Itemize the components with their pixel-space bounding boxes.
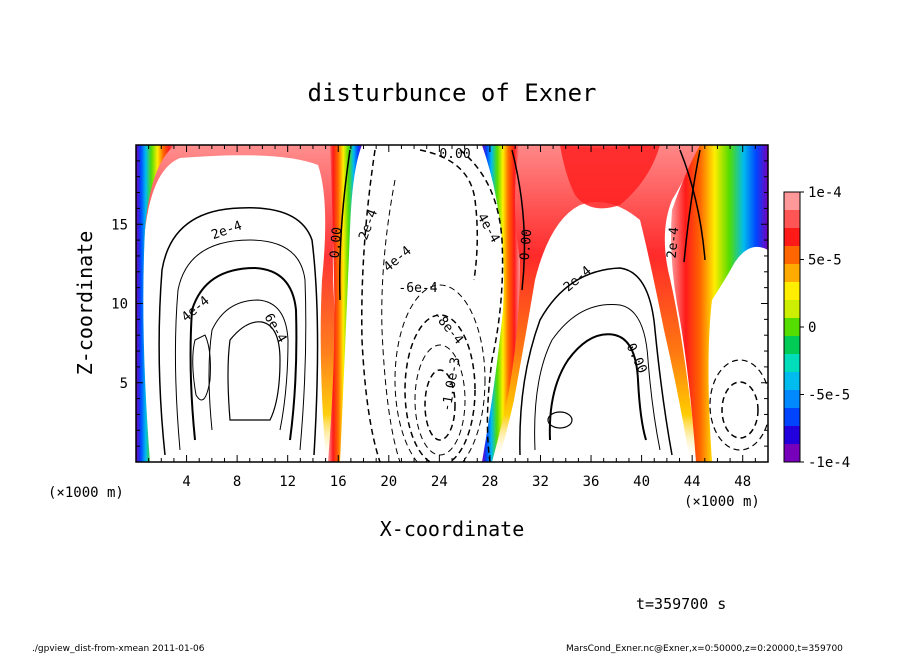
x-tick-label: 4 (182, 474, 190, 490)
colorbar-label: 1e-4 (808, 185, 842, 201)
contour-label: 2e-4 (665, 226, 683, 259)
time-annotation: t=359700 s (636, 595, 726, 613)
colorbar-swatch (784, 192, 800, 211)
x-tick-label: 32 (532, 474, 549, 490)
colorbar-swatch (784, 372, 800, 391)
colorbar: 1e-4 5e-5 0 -5e-5 -1e-4 (783, 185, 850, 471)
colorbar-swatch (784, 408, 800, 427)
x-tick-label: 28 (481, 474, 498, 490)
shade-peak (560, 145, 660, 209)
colorbar-label: 5e-5 (808, 253, 842, 269)
colorbar-swatch (784, 282, 800, 301)
footer-right: MarsCond_Exner.nc@Exner,x=0:50000,z=0:20… (566, 644, 843, 654)
colorbar-label: -1e-4 (808, 455, 850, 471)
contours-negative-center (361, 149, 504, 462)
contours-positive-right (519, 149, 706, 456)
contours-positive-left (158, 207, 319, 456)
colorbar-swatch (784, 300, 800, 319)
x-tick-label: 44 (684, 474, 701, 490)
x-tick-label: 20 (380, 474, 397, 490)
x-tick-label: 36 (583, 474, 600, 490)
shade-center-right (482, 145, 700, 462)
x-unit-left: (×1000 m) (48, 485, 124, 501)
shade-right-divider (482, 145, 520, 462)
colorbar-swatch (784, 210, 800, 229)
y-tick-label: 5 (120, 376, 128, 392)
y-axis: 5 10 15 (111, 144, 768, 463)
x-axis-label: X-coordinate (380, 517, 525, 541)
shade-left-upper (136, 145, 342, 462)
colorbar-swatch (784, 228, 800, 247)
y-tick-label: 10 (111, 297, 128, 313)
colorbar-swatch (784, 390, 800, 409)
contour-label: -6e-4 (398, 281, 437, 296)
colorbar-label: 0 (808, 320, 816, 336)
shade-left-divider (328, 145, 362, 462)
contour-label: 0.00 (518, 228, 536, 261)
colorbar-swatch (784, 444, 800, 463)
x-tick-label: 16 (330, 474, 347, 490)
contour-label: 0.00 (328, 226, 346, 259)
colorbar-swatch (784, 354, 800, 373)
chart-title: disturbunce of Exner (308, 79, 597, 107)
footer-left: ./gpview_dist-from-xmean 2011-01-06 (32, 644, 205, 654)
contour-label: 0.00 (439, 147, 470, 162)
x-tick-label: 48 (734, 474, 751, 490)
x-tick-label: 24 (431, 474, 448, 490)
y-tick-label: 15 (111, 217, 128, 233)
contours-negative-right (709, 359, 768, 451)
colorbar-label: -5e-5 (808, 388, 850, 404)
zero-contours (338, 149, 701, 301)
colorbar-swatch (784, 426, 800, 445)
x-axis: 4 8 12 16 20 24 28 32 36 40 44 48 (135, 145, 769, 490)
shade-far-right (671, 145, 768, 462)
x-tick-label: 40 (633, 474, 650, 490)
y-axis-label: Z-coordinate (73, 231, 97, 376)
colorbar-swatch (784, 318, 800, 337)
colorbar-swatch (784, 336, 800, 355)
colorbar-swatch (784, 246, 800, 265)
x-tick-label: 8 (233, 474, 241, 490)
field-layer: 2e-44e-46e-40.002e-44e-4-6e-4-8e-4-1.0e-… (136, 145, 768, 462)
colorbar-swatch (784, 264, 800, 283)
x-tick-label: 12 (279, 474, 296, 490)
x-unit-right: (×1000 m) (684, 494, 760, 510)
